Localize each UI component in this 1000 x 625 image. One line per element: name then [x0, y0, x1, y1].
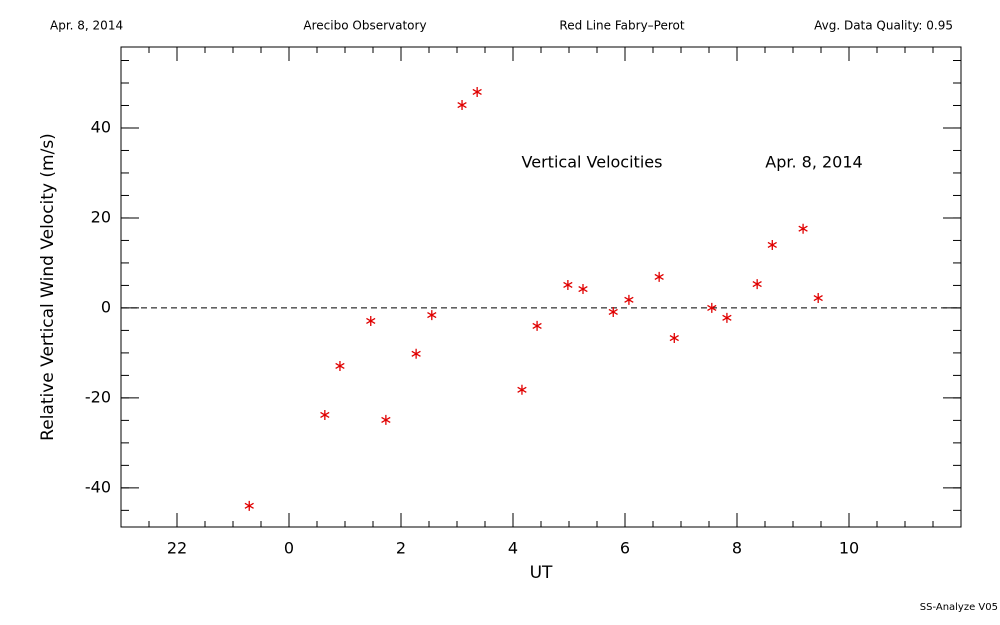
asterisk-marker — [767, 239, 777, 250]
annotation: Apr. 8, 2014 — [765, 153, 862, 172]
x-tick-label: 2 — [396, 539, 406, 558]
asterisk-marker — [366, 315, 376, 326]
asterisk-marker — [244, 500, 254, 511]
plot-frame — [120, 46, 962, 528]
asterisk-marker — [654, 271, 664, 282]
y-tick-label: -40 — [85, 477, 111, 496]
y-tick-label: 40 — [91, 117, 111, 136]
footer: SS-Analyze V05 — [920, 602, 998, 613]
header-instrument: Red Line Fabry–Perot — [559, 19, 684, 33]
asterisk-marker — [608, 306, 618, 317]
asterisk-marker — [320, 409, 330, 420]
asterisk-marker — [624, 294, 634, 305]
asterisk-marker — [472, 86, 482, 97]
asterisk-marker — [752, 279, 762, 290]
asterisk-marker — [381, 414, 391, 425]
x-tick-label: 8 — [732, 539, 742, 558]
asterisk-marker — [722, 312, 732, 323]
annotation: Vertical Velocities — [522, 153, 663, 172]
x-tick-label: 4 — [508, 539, 518, 558]
x-tick-label: 0 — [284, 539, 294, 558]
x-axis-label: UT — [530, 563, 553, 583]
asterisk-marker — [798, 223, 808, 234]
asterisk-marker — [517, 384, 527, 395]
asterisk-marker — [427, 310, 437, 321]
asterisk-marker — [578, 284, 588, 295]
asterisk-marker — [335, 360, 345, 371]
asterisk-marker — [411, 348, 421, 359]
asterisk-marker — [532, 320, 542, 331]
y-tick-label: -20 — [85, 387, 111, 406]
asterisk-marker — [563, 279, 573, 290]
asterisk-marker — [669, 333, 679, 344]
asterisk-marker — [813, 293, 823, 304]
x-tick-label: 22 — [167, 539, 187, 558]
x-tick-label: 10 — [839, 539, 859, 558]
asterisk-marker — [707, 302, 717, 313]
header-quality: Avg. Data Quality: 0.95 — [814, 19, 953, 33]
y-tick-label: 0 — [101, 297, 111, 316]
header-site: Arecibo Observatory — [303, 19, 426, 33]
y-axis-label: Relative Vertical Wind Velocity (m/s) — [38, 133, 58, 441]
asterisk-marker — [457, 100, 467, 111]
header-date: Apr. 8, 2014 — [50, 19, 123, 33]
y-tick-label: 20 — [91, 207, 111, 226]
x-tick-label: 6 — [620, 539, 630, 558]
